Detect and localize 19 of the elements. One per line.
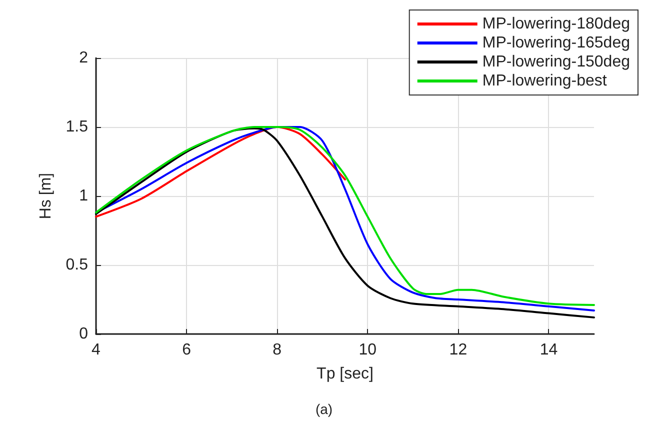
x-tick-label: 4 xyxy=(92,342,101,358)
x-tick-label: 6 xyxy=(182,342,192,358)
y-tick-label: 2 xyxy=(79,50,88,66)
y-tick-label: 0 xyxy=(79,326,88,342)
y-tick-label: 0.5 xyxy=(66,256,88,274)
legend-label: MP-lowering-180deg xyxy=(482,16,630,32)
legend-label: MP-lowering-165deg xyxy=(482,34,630,52)
line-series xyxy=(95,126,346,218)
text: (a) xyxy=(315,401,333,417)
x-tick-label: 8 xyxy=(272,342,282,358)
y-axis-title: Hs [m] xyxy=(38,172,54,220)
x-tick-label: 10 xyxy=(358,342,377,358)
x-tick-label: 14 xyxy=(540,342,558,358)
y-tick-label: 1 xyxy=(79,188,88,204)
legend-label: MP-lowering-150deg xyxy=(482,54,630,70)
y-tick-label: 1.5 xyxy=(66,118,88,136)
legend-label: MP-lowering-best xyxy=(482,72,608,90)
x-axis-title: Tp [sec] xyxy=(316,366,374,382)
x-tick-label: 12 xyxy=(449,342,468,358)
